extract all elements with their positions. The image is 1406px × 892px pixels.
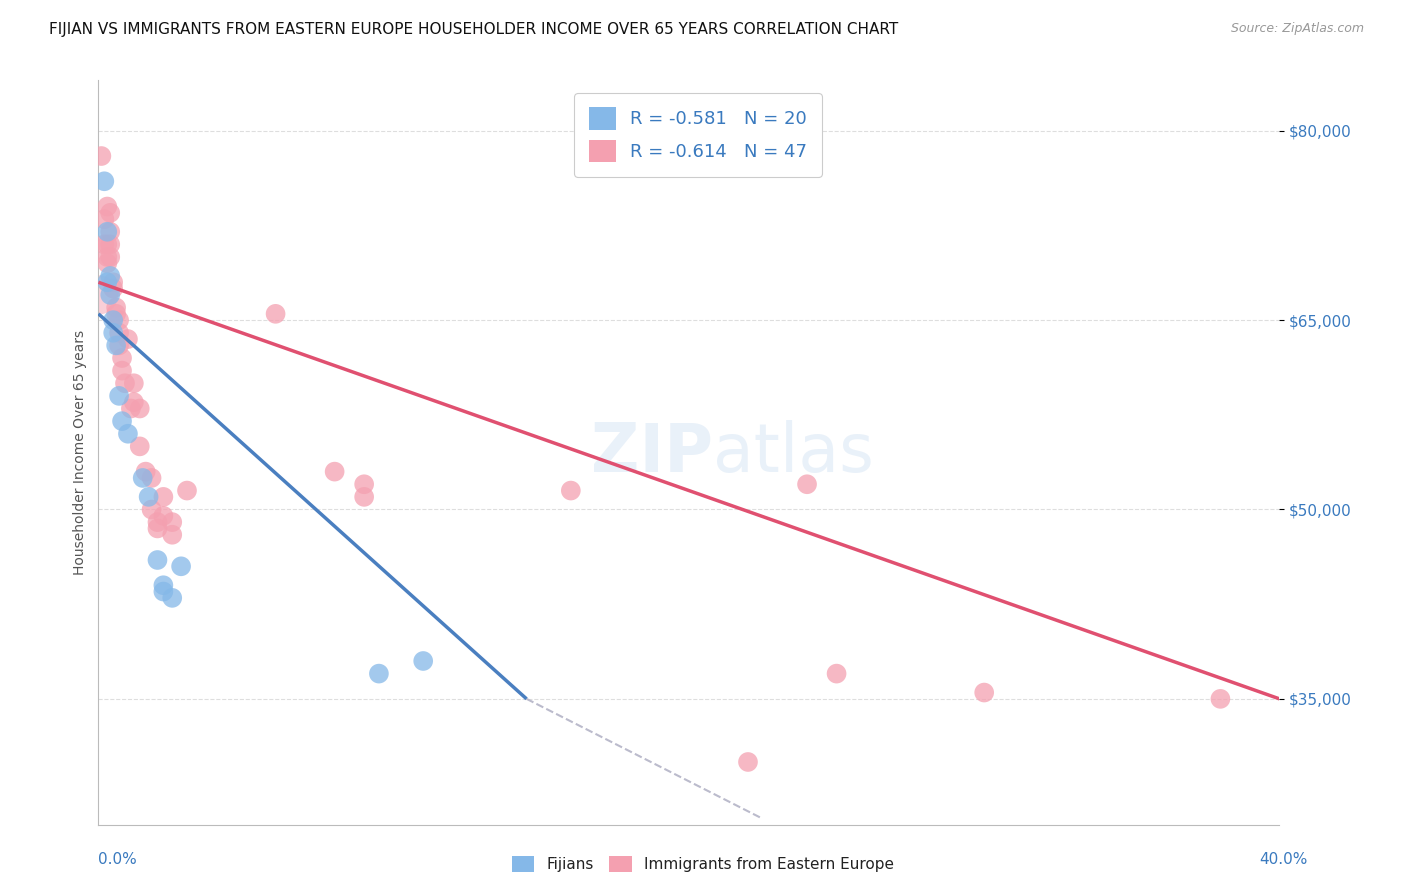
Point <box>96 237 118 252</box>
Point <box>152 584 174 599</box>
Point <box>105 338 128 352</box>
Point <box>152 490 174 504</box>
Point <box>114 376 136 391</box>
Point <box>122 376 145 391</box>
Point <box>323 465 346 479</box>
Point <box>117 332 139 346</box>
Point <box>146 521 169 535</box>
Point <box>146 515 169 529</box>
Point <box>111 351 134 365</box>
Point <box>105 307 128 321</box>
Point <box>146 553 169 567</box>
Point <box>96 275 118 289</box>
Point <box>98 250 121 264</box>
Text: ZIP: ZIP <box>591 420 713 485</box>
Point <box>412 654 434 668</box>
Point <box>162 527 183 541</box>
Point <box>96 200 118 214</box>
Text: 40.0%: 40.0% <box>1260 852 1308 867</box>
Point <box>105 301 128 315</box>
Point <box>103 282 125 296</box>
Point <box>98 206 121 220</box>
Point <box>170 559 193 574</box>
Y-axis label: Householder Income Over 65 years: Householder Income Over 65 years <box>73 330 87 575</box>
Text: 0.0%: 0.0% <box>98 852 138 867</box>
Point <box>111 364 134 378</box>
Point <box>1209 691 1232 706</box>
Point <box>108 338 131 352</box>
Text: FIJIAN VS IMMIGRANTS FROM EASTERN EUROPE HOUSEHOLDER INCOME OVER 65 YEARS CORREL: FIJIAN VS IMMIGRANTS FROM EASTERN EUROPE… <box>49 22 898 37</box>
Point <box>108 313 131 327</box>
Point <box>103 313 125 327</box>
Point <box>264 307 287 321</box>
Point <box>87 288 110 302</box>
Point <box>737 755 759 769</box>
Legend: R = -0.581   N = 20, R = -0.614   N = 47: R = -0.581 N = 20, R = -0.614 N = 47 <box>574 93 821 177</box>
Point <box>96 225 118 239</box>
Point <box>108 326 131 340</box>
Point <box>93 237 115 252</box>
Point <box>135 465 157 479</box>
Point <box>108 389 131 403</box>
Point <box>560 483 582 498</box>
Point <box>90 149 112 163</box>
Point <box>122 395 145 409</box>
Point <box>111 414 134 428</box>
Point <box>825 666 848 681</box>
Text: Source: ZipAtlas.com: Source: ZipAtlas.com <box>1230 22 1364 36</box>
Point <box>128 439 150 453</box>
Point <box>353 490 375 504</box>
Point <box>96 256 118 270</box>
Point <box>93 174 115 188</box>
Point <box>98 288 121 302</box>
Point <box>96 250 118 264</box>
Point <box>152 508 174 523</box>
Point <box>353 477 375 491</box>
Point <box>120 401 142 416</box>
Point <box>128 401 150 416</box>
Point <box>152 578 174 592</box>
Point <box>973 685 995 699</box>
Point <box>98 237 121 252</box>
Legend: Fijians, Immigrants from Eastern Europe: Fijians, Immigrants from Eastern Europe <box>503 848 903 880</box>
Point <box>162 591 183 605</box>
Point <box>98 268 121 283</box>
Point <box>796 477 818 491</box>
Point <box>141 471 163 485</box>
Point <box>176 483 198 498</box>
Point <box>117 426 139 441</box>
Point <box>93 212 115 227</box>
Point <box>103 275 125 289</box>
Point <box>98 225 121 239</box>
Point <box>162 515 183 529</box>
Text: atlas: atlas <box>713 420 873 485</box>
Point <box>103 326 125 340</box>
Point <box>368 666 391 681</box>
Point <box>132 471 155 485</box>
Point <box>138 490 160 504</box>
Point <box>141 502 163 516</box>
